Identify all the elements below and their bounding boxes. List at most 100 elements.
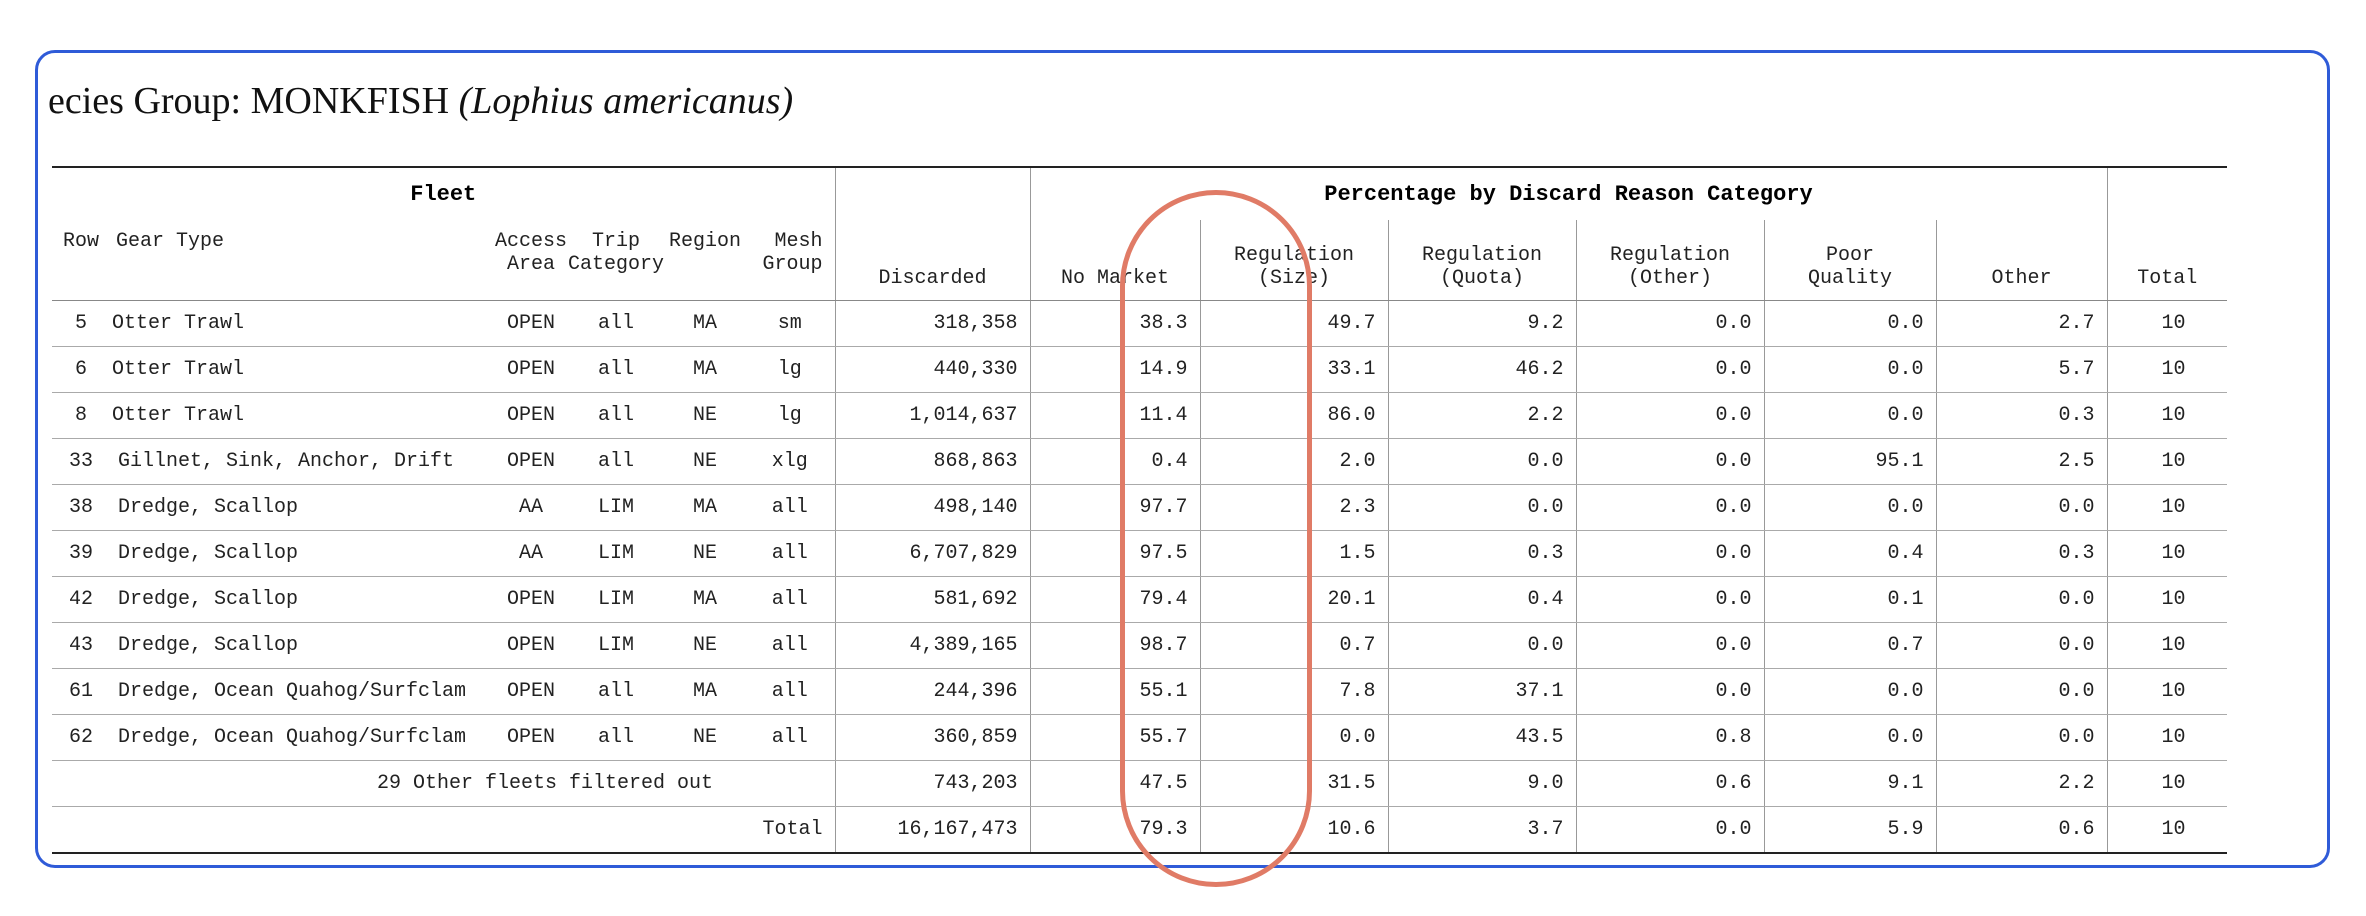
col-poor-quality-line1: Poor <box>1826 244 1875 267</box>
filtered-fleets-label: 29 Other fleets filtered out <box>52 760 836 807</box>
cell-total: 10 <box>2106 668 2228 715</box>
col-gear-type: Gear Type <box>110 220 495 301</box>
cell-regulation-size: 2.3 <box>1199 484 1389 531</box>
cell-other: 0.0 <box>1935 714 2108 761</box>
cell-regulation-other: 0.8 <box>1575 714 1765 761</box>
total-group-spacer <box>2106 166 2228 220</box>
cell-trip-category: LIM <box>567 530 666 577</box>
cell-regulation-size: 31.5 <box>1199 760 1389 807</box>
cell-row: 62 <box>52 714 110 761</box>
cell-gear-type: Dredge, Scallop <box>110 576 495 623</box>
cell-other: 0.0 <box>1935 622 2108 669</box>
cell-regulation-quota: 9.2 <box>1387 300 1577 347</box>
cell-no-market: 55.7 <box>1029 714 1201 761</box>
cell-regulation-other: 0.0 <box>1575 392 1765 439</box>
col-mesh-group: Mesh Group <box>745 220 836 301</box>
cell-total: 10 <box>2106 760 2228 807</box>
cell-other: 0.3 <box>1935 392 2108 439</box>
cell-mesh-group: all <box>745 530 836 577</box>
cell-regulation-other: 0.0 <box>1575 530 1765 577</box>
cell-total: 10 <box>2106 484 2228 531</box>
cell-poor-quality: 95.1 <box>1763 438 1937 485</box>
cell-access-area: AA <box>495 484 568 531</box>
cell-discarded: 4,389,165 <box>834 622 1031 669</box>
cell-poor-quality: 0.0 <box>1763 392 1937 439</box>
cell-access-area: AA <box>495 530 568 577</box>
cell-access-area: OPEN <box>495 346 568 393</box>
cell-no-market: 98.7 <box>1029 622 1201 669</box>
cell-no-market: 38.3 <box>1029 300 1201 347</box>
cell-regulation-size: 10.6 <box>1199 806 1389 854</box>
cell-total: 10 <box>2106 622 2228 669</box>
col-poor-quality-line2: Quality <box>1808 267 1893 290</box>
cell-row: 43 <box>52 622 110 669</box>
percentage-group-header: Percentage by Discard Reason Category <box>1029 166 2108 220</box>
col-poor-quality: Poor Quality <box>1763 220 1937 301</box>
cell-no-market: 11.4 <box>1029 392 1201 439</box>
cell-access-area: OPEN <box>495 714 568 761</box>
cell-trip-category: LIM <box>567 576 666 623</box>
cell-access-area: OPEN <box>495 622 568 669</box>
col-regulation-size-line1: Regulation <box>1234 244 1355 267</box>
cell-total: 10 <box>2106 346 2228 393</box>
cell-region: NE <box>665 438 746 485</box>
cell-row: 42 <box>52 576 110 623</box>
cell-region: MA <box>665 346 746 393</box>
col-access-area: Access Area <box>495 220 568 301</box>
cell-total: 10 <box>2106 438 2228 485</box>
cell-regulation-other: 0.0 <box>1575 300 1765 347</box>
cell-gear-type: Otter Trawl <box>110 300 495 347</box>
cell-discarded: 440,330 <box>834 346 1031 393</box>
cell-trip-category: all <box>567 392 666 439</box>
cell-no-market: 0.4 <box>1029 438 1201 485</box>
cell-total: 10 <box>2106 806 2228 854</box>
cell-discarded: 360,859 <box>834 714 1031 761</box>
col-regulation-size-line2: (Size) <box>1258 267 1331 290</box>
cell-regulation-size: 2.0 <box>1199 438 1389 485</box>
cell-discarded: 498,140 <box>834 484 1031 531</box>
cell-other: 0.0 <box>1935 576 2108 623</box>
cell-mesh-group: all <box>745 622 836 669</box>
cell-discarded: 1,014,637 <box>834 392 1031 439</box>
cell-access-area: OPEN <box>495 300 568 347</box>
col-trip-category-line2: Category <box>568 253 665 276</box>
cell-discarded: 16,167,473 <box>834 806 1031 854</box>
col-regulation-other: Regulation (Other) <box>1575 220 1765 301</box>
col-total: Total <box>2106 220 2228 301</box>
cell-total: 10 <box>2106 392 2228 439</box>
cell-other: 2.5 <box>1935 438 2108 485</box>
col-trip-category: Trip Category <box>567 220 666 301</box>
table-row: 42 Dredge, Scallop OPEN LIM MA all 581,692 79.4… <box>52 576 2228 623</box>
cell-region: NE <box>665 392 746 439</box>
total-label: Total <box>52 806 836 854</box>
total-row: Total 16,167,473 79.3 10.6 3.7 0.0 5.9 0.6 10 <box>52 806 2228 854</box>
cell-regulation-other: 0.6 <box>1575 760 1765 807</box>
table-row: 62 Dredge, Ocean Quahog/Surfclam OPEN all NE… <box>52 714 2228 761</box>
cell-trip-category: all <box>567 438 666 485</box>
col-discarded: Discarded <box>834 220 1031 301</box>
cell-regulation-size: 33.1 <box>1199 346 1389 393</box>
cell-other: 2.7 <box>1935 300 2108 347</box>
col-access-area-line1: Access <box>495 230 568 253</box>
cell-access-area: OPEN <box>495 576 568 623</box>
cell-regulation-size: 86.0 <box>1199 392 1389 439</box>
cell-regulation-quota: 0.0 <box>1387 622 1577 669</box>
cell-gear-type: Dredge, Scallop <box>110 484 495 531</box>
cell-poor-quality: 9.1 <box>1763 760 1937 807</box>
cell-gear-type: Dredge, Ocean Quahog/Surfclam <box>110 668 495 715</box>
cell-mesh-group: lg <box>745 346 836 393</box>
cell-regulation-quota: 37.1 <box>1387 668 1577 715</box>
col-regulation-size: Regulation (Size) <box>1199 220 1389 301</box>
cell-total: 10 <box>2106 714 2228 761</box>
cell-discarded: 581,692 <box>834 576 1031 623</box>
cell-no-market: 47.5 <box>1029 760 1201 807</box>
col-regulation-quota-line2: (Quota) <box>1440 267 1525 290</box>
cell-trip-category: all <box>567 300 666 347</box>
cell-no-market: 14.9 <box>1029 346 1201 393</box>
table-row: 6 Otter Trawl OPEN all MA lg 440,330 14.9 33.1 46… <box>52 346 2228 393</box>
cell-access-area: OPEN <box>495 392 568 439</box>
cell-regulation-quota: 0.3 <box>1387 530 1577 577</box>
cell-total: 10 <box>2106 576 2228 623</box>
cell-region: MA <box>665 576 746 623</box>
cell-poor-quality: 0.1 <box>1763 576 1937 623</box>
